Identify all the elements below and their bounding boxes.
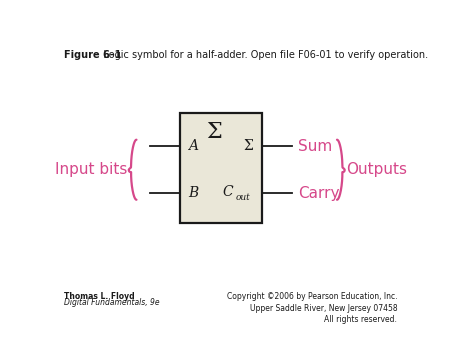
Text: out: out [236, 193, 251, 202]
Text: Digital Fundamentals, 9e: Digital Fundamentals, 9e [64, 298, 160, 307]
Text: Figure 6–1: Figure 6–1 [64, 50, 122, 60]
Text: Carry: Carry [298, 186, 339, 201]
Text: C: C [223, 185, 233, 199]
Text: A: A [188, 139, 198, 153]
FancyBboxPatch shape [180, 114, 262, 223]
Text: Outputs: Outputs [346, 162, 407, 177]
Text: Copyright ©2006 by Pearson Education, Inc.
Upper Saddle River, New Jersey 07458
: Copyright ©2006 by Pearson Education, In… [227, 292, 397, 324]
Text: Σ: Σ [207, 121, 222, 143]
Text: Sum: Sum [298, 139, 332, 154]
Text: B: B [188, 186, 198, 200]
Text: Logic symbol for a half-adder. Open file F06-01 to verify operation.: Logic symbol for a half-adder. Open file… [94, 50, 428, 60]
Text: Input bits: Input bits [55, 162, 128, 177]
Text: Thomas L. Floyd: Thomas L. Floyd [64, 292, 135, 301]
Text: Σ: Σ [243, 139, 253, 153]
